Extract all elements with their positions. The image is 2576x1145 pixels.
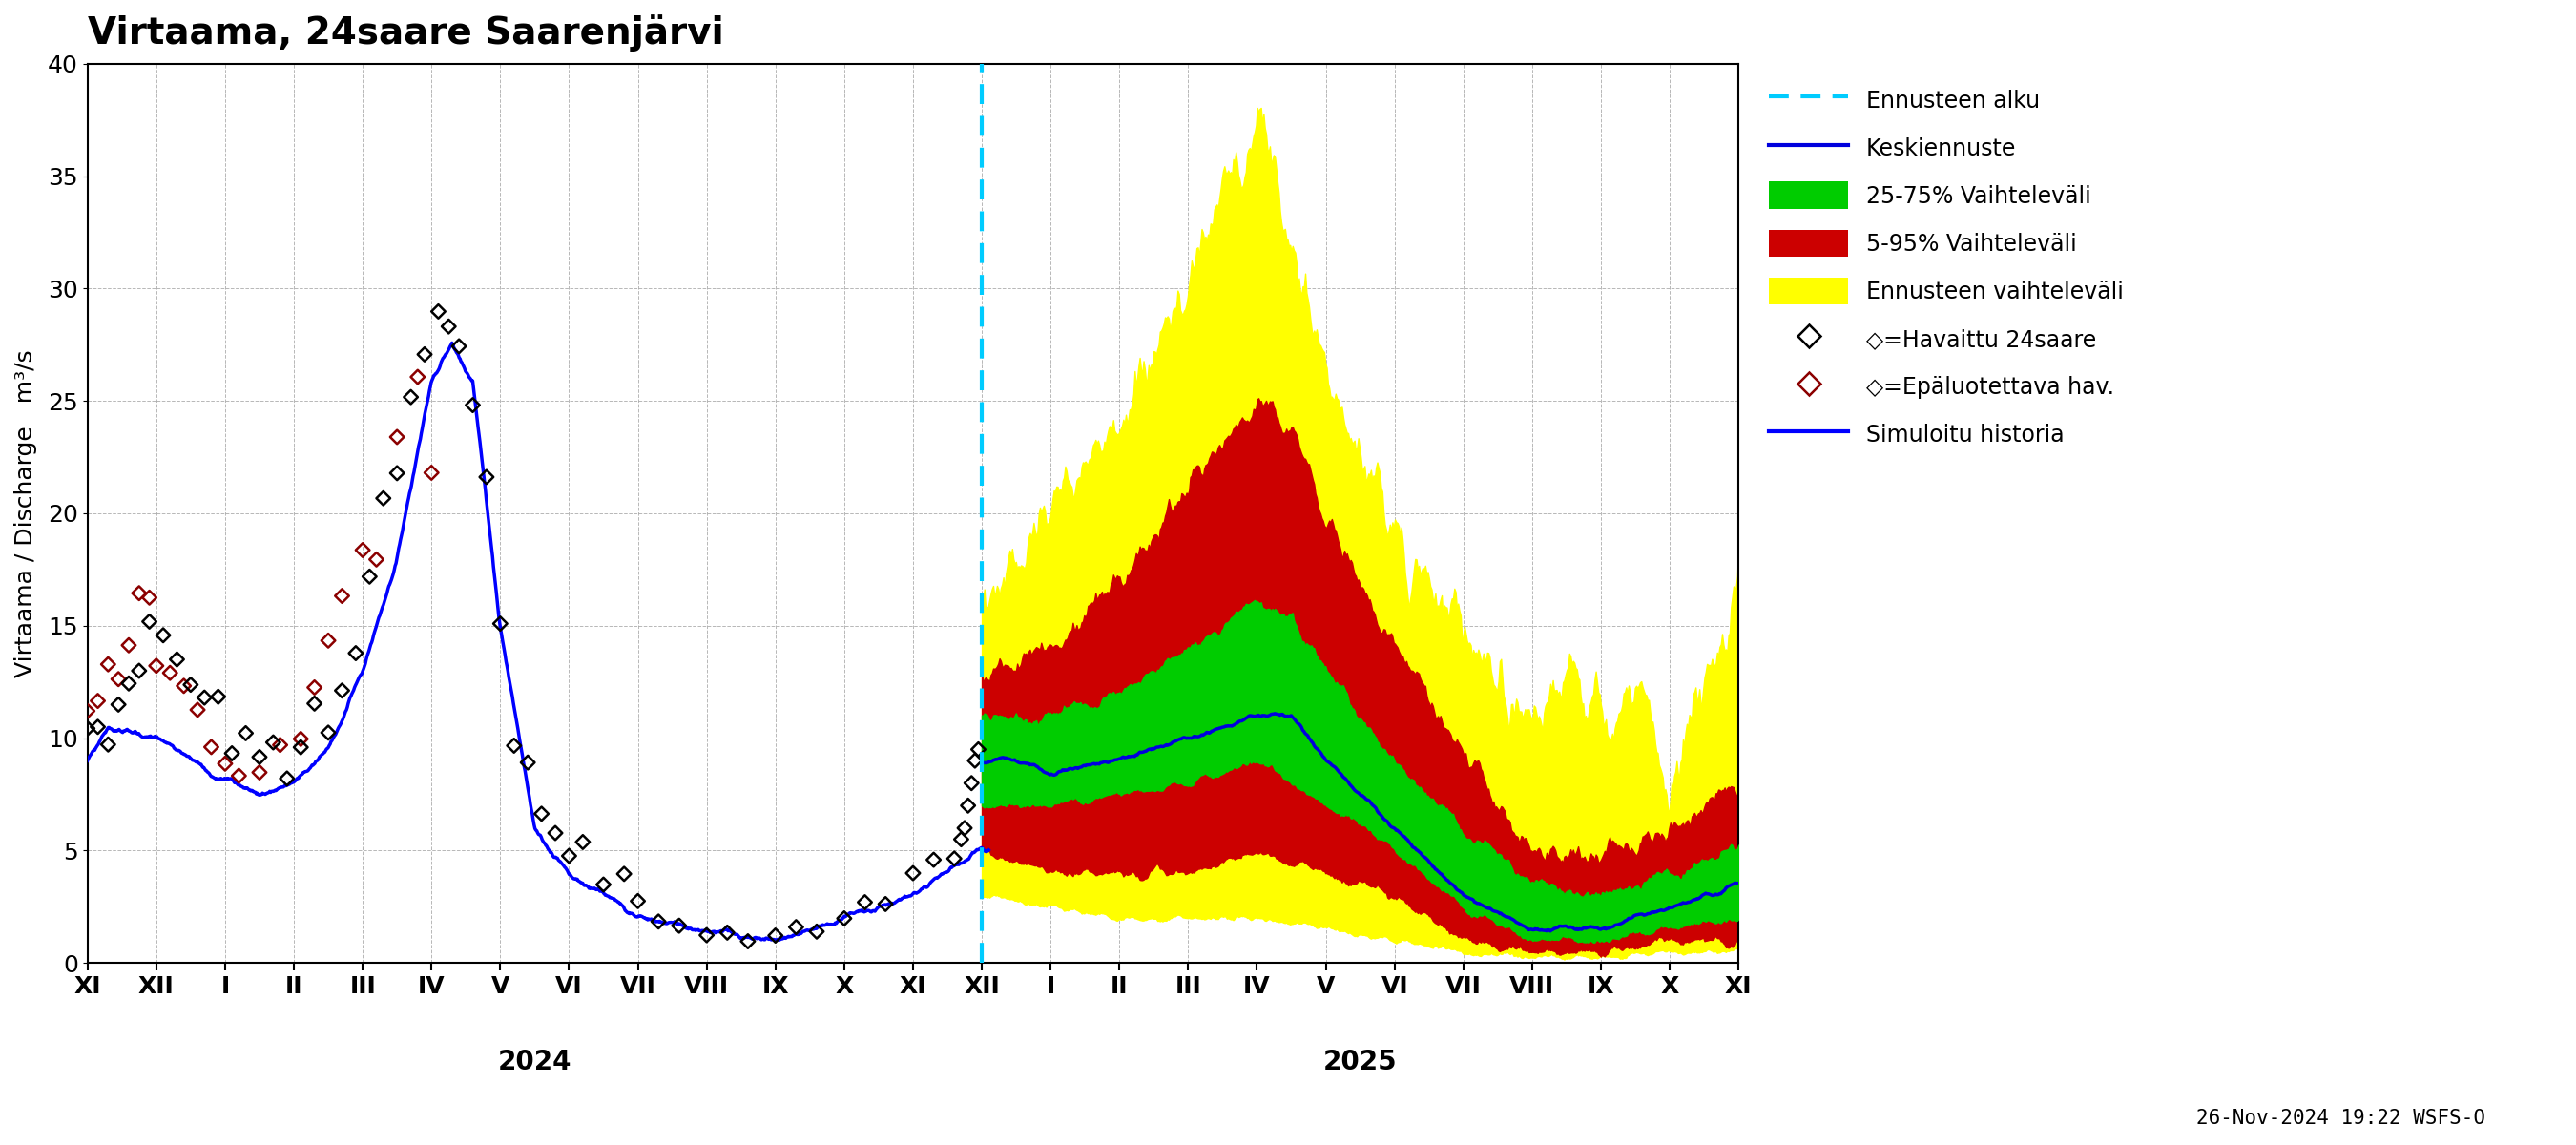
Point: [294, 678, 335, 696]
Point: [933, 850, 974, 868]
Point: [943, 819, 984, 837]
Point: [376, 428, 417, 447]
Point: [953, 751, 994, 769]
Point: [348, 568, 389, 586]
Point: [157, 650, 198, 669]
Point: [951, 774, 992, 792]
Point: [549, 846, 590, 864]
Point: [376, 464, 417, 482]
Point: [183, 688, 224, 706]
Point: [891, 864, 933, 883]
Point: [397, 368, 438, 386]
Point: [137, 656, 178, 674]
Text: Virtaama, 24saare Saarenjärvi: Virtaama, 24saare Saarenjärvi: [88, 14, 724, 52]
Text: 2024: 2024: [497, 1049, 572, 1075]
Point: [726, 932, 768, 950]
Point: [582, 876, 623, 894]
Text: 2025: 2025: [1324, 1049, 1396, 1075]
Point: [355, 551, 397, 569]
Y-axis label: Virtaama / Discharge   m³/s: Virtaama / Discharge m³/s: [15, 349, 36, 677]
Point: [659, 916, 701, 934]
Point: [88, 735, 129, 753]
Point: [265, 769, 307, 788]
Legend: Ennusteen alku, Keskiennuste, 25-75% Vaihteleväli, 5-95% Vaihteleväli, Ennusteen: Ennusteen alku, Keskiennuste, 25-75% Vai…: [1757, 74, 2136, 459]
Point: [322, 586, 363, 605]
Point: [281, 729, 322, 748]
Point: [706, 923, 747, 941]
Point: [98, 670, 139, 688]
Point: [335, 643, 376, 662]
Point: [343, 540, 384, 559]
Point: [77, 692, 118, 710]
Point: [260, 736, 301, 755]
Point: [417, 302, 459, 321]
Point: [618, 892, 659, 910]
Point: [845, 893, 886, 911]
Point: [204, 755, 245, 773]
Point: [307, 631, 348, 649]
Point: [170, 676, 211, 694]
Point: [410, 464, 451, 482]
Point: [639, 913, 680, 931]
Point: [67, 719, 108, 737]
Point: [940, 830, 981, 848]
Point: [322, 681, 363, 700]
Point: [389, 388, 430, 406]
Point: [866, 895, 907, 914]
Point: [149, 664, 191, 682]
Point: [507, 753, 549, 772]
Point: [129, 613, 170, 631]
Point: [240, 764, 281, 782]
Point: [281, 739, 322, 757]
Point: [211, 744, 252, 763]
Point: [536, 824, 577, 843]
Point: [912, 851, 953, 869]
Point: [118, 662, 160, 680]
Point: [495, 736, 536, 755]
Point: [118, 584, 160, 602]
Point: [404, 346, 446, 364]
Point: [77, 718, 118, 736]
Point: [520, 805, 562, 823]
Point: [191, 737, 232, 756]
Text: 26-Nov-2024 19:22 WSFS-O: 26-Nov-2024 19:22 WSFS-O: [2197, 1108, 2486, 1128]
Point: [240, 748, 281, 766]
Point: [562, 832, 603, 851]
Point: [294, 694, 335, 712]
Point: [363, 489, 404, 507]
Point: [685, 926, 726, 945]
Point: [428, 317, 469, 335]
Point: [219, 767, 260, 785]
Point: [755, 926, 796, 945]
Point: [948, 797, 989, 815]
Point: [108, 674, 149, 693]
Point: [198, 687, 240, 705]
Point: [603, 864, 644, 883]
Point: [796, 923, 837, 941]
Point: [88, 655, 129, 673]
Point: [775, 918, 817, 937]
Point: [252, 733, 294, 751]
Point: [438, 337, 479, 355]
Point: [129, 589, 170, 607]
Point: [162, 677, 204, 695]
Point: [142, 626, 183, 645]
Point: [307, 724, 348, 742]
Point: [178, 701, 219, 719]
Point: [108, 637, 149, 655]
Point: [98, 695, 139, 713]
Point: [453, 396, 495, 414]
Point: [824, 909, 866, 927]
Point: [958, 740, 999, 758]
Point: [479, 615, 520, 633]
Point: [466, 468, 507, 487]
Point: [224, 724, 265, 742]
Point: [67, 702, 108, 720]
